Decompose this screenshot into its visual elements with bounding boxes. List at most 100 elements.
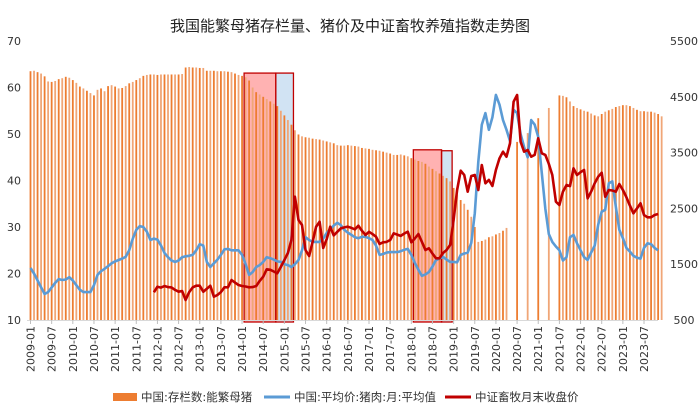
bar-152 (565, 97, 568, 320)
bar-134 (502, 230, 504, 320)
bar-25 (117, 88, 120, 321)
sow-inventory-bars (29, 67, 663, 321)
left-tick-label: 10 (7, 314, 21, 327)
bar-74 (290, 124, 293, 320)
bar-128 (480, 240, 483, 320)
bar-30 (135, 80, 138, 320)
bar-22 (107, 86, 109, 320)
bar-14 (78, 86, 81, 320)
bar-41 (174, 74, 176, 320)
x-tick-label: 2020-01 (490, 326, 503, 372)
x-tick-label: 2013-07 (215, 326, 228, 372)
legend-label-sow-inventory: 中国:存栏数:能繁母猪 (141, 390, 253, 404)
bar-11 (68, 77, 71, 320)
bar-42 (177, 74, 180, 320)
x-tick-label: 2010-01 (67, 326, 80, 372)
bar-129 (484, 239, 487, 320)
bar-9 (61, 78, 64, 320)
bar-24 (114, 86, 117, 320)
x-tick-label: 2012-07 (173, 326, 186, 372)
bar-91 (350, 145, 353, 320)
bar-57 (230, 72, 233, 320)
legend: 中国:存栏数:能繁母猪 中国:平均价:猪肉:月:平均值 中证畜牧月末收盘价 (113, 390, 579, 404)
bar-147 (547, 107, 550, 321)
bar-112 (424, 163, 427, 320)
bar-45 (188, 67, 191, 320)
x-tick-label: 2021-01 (532, 326, 545, 372)
x-tick-label: 2016-07 (342, 326, 355, 372)
bar-49 (202, 67, 205, 320)
bar-65 (258, 94, 261, 320)
bar-16 (86, 90, 88, 320)
x-tick-label: 2011-01 (109, 326, 122, 372)
bar-62 (248, 80, 251, 321)
left-tick-label: 40 (7, 175, 21, 188)
bar-89 (343, 145, 346, 320)
x-tick-label: 2011-07 (130, 326, 143, 372)
bar-120 (452, 187, 455, 320)
bar-96 (368, 148, 370, 320)
bar-68 (269, 101, 272, 320)
x-tick-label: 2018-07 (426, 326, 439, 372)
bar-164 (607, 110, 610, 320)
bar-165 (611, 108, 614, 320)
bar-58 (234, 73, 236, 320)
x-tick-label: 2021-07 (553, 326, 566, 372)
x-tick-label: 2010-07 (88, 326, 101, 372)
bar-172 (636, 109, 638, 320)
x-tick-label: 2015-01 (278, 326, 291, 372)
bar-125 (470, 216, 473, 320)
bar-153 (569, 101, 571, 320)
bar-158 (586, 111, 589, 321)
legend-label-livestock-index: 中证畜牧月末收盘价 (475, 390, 579, 404)
bar-179 (660, 116, 663, 320)
bar-141 (526, 133, 529, 320)
bar-132 (495, 234, 497, 320)
bar-17 (89, 93, 92, 320)
bar-167 (618, 106, 621, 320)
bar-126 (473, 227, 476, 320)
x-tick-label: 2017-07 (384, 326, 397, 372)
bar-92 (353, 146, 356, 320)
bar-23 (110, 85, 113, 320)
bar-72 (283, 115, 286, 321)
legend-swatch-sow-inventory (113, 393, 137, 401)
bar-105 (399, 154, 402, 320)
bar-59 (237, 74, 240, 320)
left-tick-label: 70 (7, 35, 21, 48)
bar-52 (212, 70, 215, 320)
bar-99 (378, 150, 381, 320)
chart-title: 我国能繁母猪存栏量、猪价及中证畜牧养殖指数走势图 (170, 17, 530, 35)
bar-151 (562, 95, 564, 321)
bar-29 (131, 81, 134, 320)
x-tick-label: 2022-01 (575, 326, 588, 372)
bar-50 (205, 70, 208, 320)
bar-10 (64, 76, 67, 321)
bar-161 (597, 116, 600, 320)
bar-107 (406, 156, 409, 320)
bar-5 (47, 81, 50, 320)
bar-80 (311, 138, 314, 320)
right-tick-label: 2500 (670, 202, 698, 215)
bar-6 (50, 81, 53, 320)
bar-122 (459, 200, 462, 320)
bar-1 (33, 70, 35, 320)
bar-55 (223, 71, 226, 320)
bar-117 (442, 175, 444, 320)
bar-162 (600, 114, 603, 320)
bar-123 (463, 203, 466, 320)
bar-26 (121, 87, 124, 320)
bar-56 (227, 71, 229, 320)
bar-36 (156, 74, 159, 320)
bar-88 (339, 145, 342, 320)
bar-83 (322, 140, 325, 320)
x-tick-label: 2019-01 (448, 326, 461, 372)
x-tick-label: 2023-07 (638, 326, 651, 372)
bar-61 (244, 77, 247, 321)
bar-119 (449, 181, 451, 320)
bar-39 (167, 74, 169, 320)
bar-53 (216, 71, 219, 320)
bar-28 (128, 83, 131, 320)
bar-48 (198, 67, 201, 320)
bar-27 (124, 86, 127, 320)
